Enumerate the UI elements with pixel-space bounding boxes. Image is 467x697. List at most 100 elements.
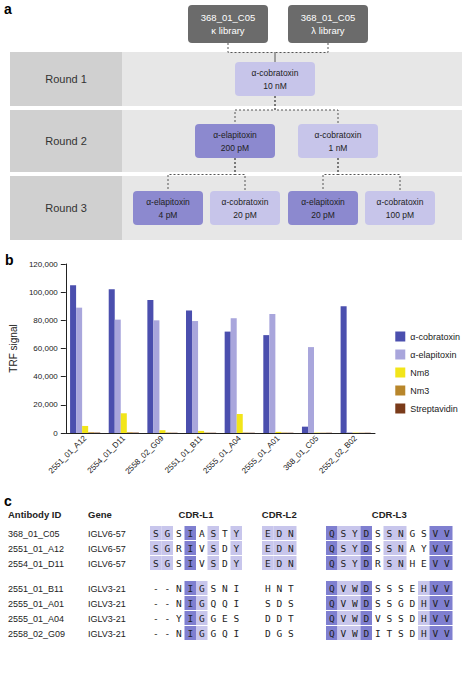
svg-text:Y: Y [421, 543, 427, 554]
svg-text:D: D [363, 543, 369, 554]
svg-text:-: - [153, 628, 159, 639]
svg-text:2552_02_B02: 2552_02_B02 [317, 433, 359, 475]
svg-text:T: T [222, 528, 228, 539]
svg-text:V: V [444, 583, 450, 594]
svg-text:D: D [363, 558, 369, 569]
svg-text:α-cobratoxin: α-cobratoxin [222, 197, 269, 207]
svg-text:I: I [233, 598, 239, 609]
svg-text:D: D [222, 543, 228, 554]
svg-text:IGLV6-57: IGLV6-57 [88, 544, 126, 554]
svg-text:S: S [398, 583, 404, 594]
svg-text:W: W [352, 613, 358, 624]
svg-text:V: V [432, 528, 438, 539]
svg-text:V: V [340, 628, 346, 639]
svg-text:Q: Q [329, 628, 335, 639]
svg-text:Q: Q [222, 598, 228, 609]
svg-text:S: S [210, 558, 216, 569]
svg-text:-: - [164, 583, 170, 594]
svg-text:120,000: 120,000 [29, 260, 58, 269]
svg-text:2551_01_A12: 2551_01_A12 [47, 433, 89, 475]
svg-text:CDR-L2: CDR-L2 [262, 509, 297, 520]
svg-text:Nm3: Nm3 [410, 386, 429, 396]
svg-text:D: D [276, 598, 282, 609]
svg-text:D: D [363, 583, 369, 594]
svg-text:S: S [398, 613, 404, 624]
svg-text:D: D [363, 528, 369, 539]
svg-text:S: S [176, 528, 182, 539]
svg-text:I: I [187, 628, 193, 639]
svg-text:Y: Y [233, 558, 239, 569]
svg-text:IGLV6-57: IGLV6-57 [88, 529, 126, 539]
svg-text:E: E [421, 558, 427, 569]
svg-text:I: I [187, 543, 193, 554]
svg-text:V: V [444, 558, 450, 569]
svg-text:-: - [153, 613, 159, 624]
svg-text:Nm8: Nm8 [410, 368, 429, 378]
svg-text:W: W [352, 598, 358, 609]
svg-text:2558_02_G09: 2558_02_G09 [123, 433, 166, 476]
svg-text:V: V [444, 613, 450, 624]
svg-text:2555_01_A04: 2555_01_A04 [8, 614, 64, 624]
svg-text:V: V [199, 558, 205, 569]
svg-text:N: N [176, 583, 182, 594]
svg-text:368_01_C05: 368_01_C05 [201, 12, 255, 23]
svg-text:Round 3: Round 3 [45, 202, 87, 214]
svg-text:S: S [153, 543, 159, 554]
svg-text:Gene: Gene [88, 509, 112, 520]
svg-text:V: V [432, 613, 438, 624]
svg-text:D: D [276, 528, 282, 539]
svg-text:D: D [276, 543, 282, 554]
svg-text:20 pM: 20 pM [311, 210, 335, 220]
svg-text:Round 1: Round 1 [45, 73, 87, 85]
svg-text:2551_01_B11: 2551_01_B11 [8, 584, 63, 594]
svg-text:V: V [340, 583, 346, 594]
svg-text:Streptavidin: Streptavidin [410, 404, 458, 414]
svg-text:N: N [398, 543, 404, 554]
svg-text:D: D [222, 558, 228, 569]
svg-text:-: - [153, 583, 159, 594]
svg-text:H: H [409, 558, 415, 569]
svg-text:G: G [398, 598, 404, 609]
svg-text:Q: Q [210, 598, 216, 609]
svg-text:200 pM: 200 pM [221, 143, 249, 153]
svg-text:2554_01_D11: 2554_01_D11 [86, 433, 128, 475]
svg-text:G: G [199, 598, 205, 609]
svg-text:N: N [222, 583, 228, 594]
svg-text:Q: Q [222, 628, 228, 639]
svg-text:D: D [363, 613, 369, 624]
svg-text:IGLV3-21: IGLV3-21 [88, 629, 126, 639]
svg-text:Y: Y [352, 558, 358, 569]
svg-text:V: V [199, 543, 205, 554]
svg-text:D: D [409, 598, 415, 609]
svg-text:I: I [187, 558, 193, 569]
svg-text:V: V [444, 528, 450, 539]
svg-text:S: S [375, 528, 381, 539]
svg-text:368_01_C05: 368_01_C05 [301, 12, 355, 23]
svg-text:S: S [288, 598, 294, 609]
svg-text:N: N [288, 543, 294, 554]
svg-text:S: S [176, 558, 182, 569]
svg-text:G: G [164, 543, 170, 554]
svg-text:S: S [386, 583, 392, 594]
svg-text:D: D [265, 613, 271, 624]
svg-text:α-elapitoxin: α-elapitoxin [213, 130, 257, 140]
svg-text:α-elapitoxin: α-elapitoxin [410, 350, 456, 360]
svg-text:κ library: κ library [211, 25, 245, 36]
svg-text:E: E [409, 583, 415, 594]
svg-text:N: N [398, 558, 404, 569]
svg-text:V: V [432, 558, 438, 569]
svg-text:H: H [265, 583, 271, 594]
svg-text:I: I [233, 583, 239, 594]
svg-text:2555_01_A01: 2555_01_A01 [8, 599, 64, 609]
svg-text:R: R [176, 543, 182, 554]
svg-text:S: S [340, 558, 346, 569]
svg-text:E: E [265, 558, 271, 569]
svg-text:E: E [222, 613, 228, 624]
svg-text:-: - [164, 613, 170, 624]
svg-text:Antibody ID: Antibody ID [8, 509, 61, 520]
svg-text:CDR-L3: CDR-L3 [372, 509, 407, 520]
svg-text:2558_02_G09: 2558_02_G09 [8, 629, 65, 639]
svg-text:2551_01_A12: 2551_01_A12 [8, 544, 64, 554]
svg-text:N: N [276, 583, 282, 594]
svg-text:Y: Y [176, 613, 182, 624]
